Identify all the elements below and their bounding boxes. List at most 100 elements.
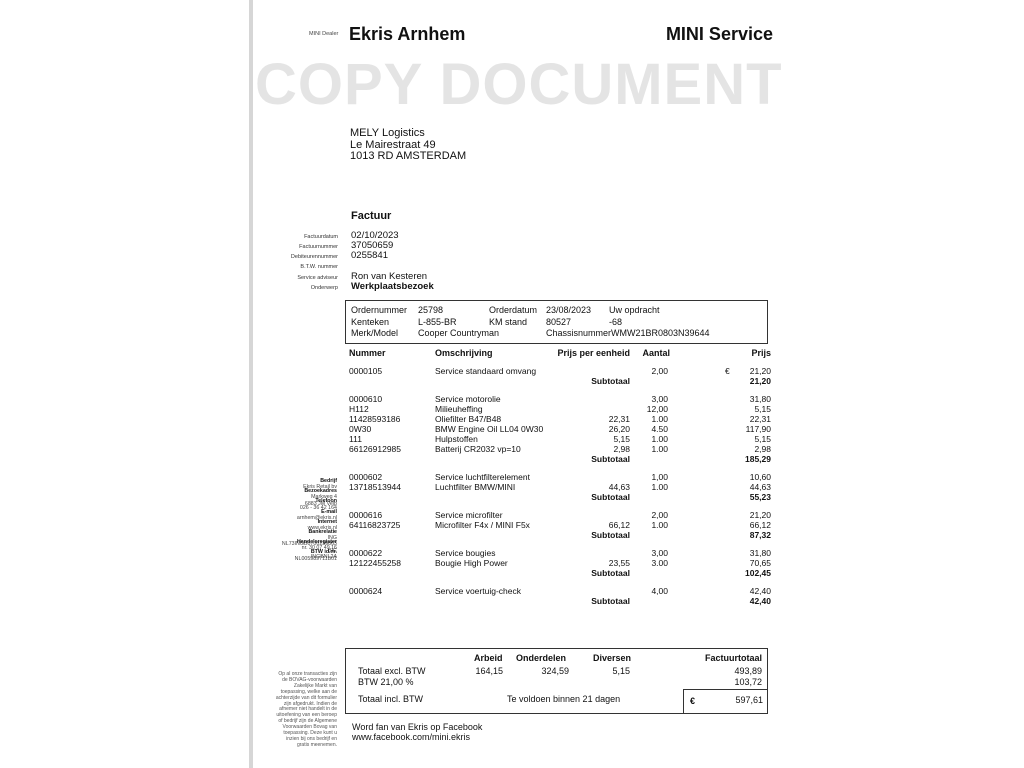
meta-value: 02/10/2023 [351, 230, 399, 241]
facebook-link[interactable]: www.facebook.com/mini.ekris [352, 732, 471, 742]
table-row: 0000616 Service microfilter 2,00 21,20 [349, 510, 771, 520]
item-description: Milieuheffing [435, 404, 483, 414]
item-number: 0000105 [349, 366, 383, 376]
item-number: 0000616 [349, 510, 383, 520]
item-group: 0000105 Service standaard omvang 2,00 21,20… [349, 366, 771, 386]
table-row: 13718513944 Luchtfilter BMW/MINI 44,63 1.00… [349, 482, 771, 492]
subtotal-value: 87,32 [749, 530, 771, 540]
meta-value: 0255841 [351, 250, 388, 261]
subtotal-row: Subtotaal 185,29 [349, 454, 771, 464]
meta-value: Ron van Kesteren [351, 271, 428, 282]
info-title: Bezoekadres [304, 488, 337, 495]
company-info-group: BTW id.nr. NL005989711B01 [257, 549, 337, 561]
item-quantity: 3,00 [651, 548, 668, 558]
info-line: NL73INGB0700239863 [281, 541, 337, 548]
item-group: 0000624 Service voertuig-check 4,00 42,40 Su… [349, 586, 771, 606]
item-quantity: 1.00 [651, 414, 668, 424]
dealer-name: Ekris Arnhem [349, 24, 466, 44]
item-quantity: 3,00 [651, 394, 668, 404]
subtotal-value: 42,40 [749, 596, 771, 606]
brand-title: MINI Service [665, 24, 773, 44]
info-title: BTW id.nr. [310, 549, 337, 556]
order-value: 80527 [546, 316, 572, 327]
order-row: Ordernummer 25798 Orderdatum 23/08/2023 … [346, 305, 767, 317]
col-nummer: Nummer [349, 348, 386, 358]
info-line: Ekris Retail bv [303, 484, 337, 491]
company-info: Bedrijf Ekris Retail bv Bezoekadres Markweg… [257, 478, 337, 562]
item-number: 66126912985 [349, 444, 402, 454]
meta-value: Werkplaatsbezoek [351, 281, 434, 292]
totals-box: Arbeid Onderdelen Diversen Factuurtotaal… [345, 648, 768, 714]
item-number: 0W30 [349, 424, 372, 434]
item-description: Service voertuig-check [435, 586, 521, 596]
item-number: 13718513944 [349, 482, 402, 492]
info-line: arnhem@ekris.nl [296, 514, 337, 521]
item-description: Oliefilter B47/B48 [435, 414, 502, 424]
meta-label: Onderwerp [310, 285, 338, 291]
subtotal-label: Subtotaal [591, 454, 630, 464]
info-title: Bedrijf [320, 478, 337, 484]
excl-label: Totaal excl. BTW [358, 666, 426, 676]
info-line: ING [327, 535, 337, 542]
subtotal-label: Subtotaal [591, 596, 630, 606]
item-price: 22,31 [749, 414, 771, 424]
subtotal-label: Subtotaal [591, 376, 630, 386]
subtotal-row: Subtotaal 42,40 [349, 596, 771, 606]
item-number: 12122455258 [349, 558, 402, 568]
info-title: E-mail [321, 508, 337, 515]
meta-value: 37050659 [351, 240, 394, 251]
recipient-address: MELY Logistics Le Mairestraat 49 1013 RD… [350, 127, 467, 163]
company-info-group: Telefoon 026 - 36 42 164 [257, 498, 337, 510]
item-unit-price: 5,15 [613, 434, 630, 444]
doc-title: Factuur [351, 210, 392, 222]
order-value: WMW21BR0803N39644 [611, 328, 710, 338]
order-value: 23/08/2023 [546, 305, 592, 315]
meta-label: Factuurdatum [304, 234, 338, 240]
arbeid-value: 164,15 [475, 666, 503, 676]
item-unit-price: 44,63 [608, 482, 630, 492]
company-info-group: Bezoekadres Markweg 4 6883 JM Velp [257, 488, 337, 506]
order-label: KM stand [489, 316, 528, 327]
item-unit-price: 23,55 [608, 558, 630, 568]
item-number: 111 [349, 434, 362, 444]
meta-label: B.T.W. nummer [300, 264, 338, 270]
items-header: Nummer Omschrijving Prijs per eenheid Aa… [349, 348, 771, 359]
item-number: 0000622 [349, 548, 383, 558]
item-quantity: 3.00 [651, 558, 668, 568]
item-quantity: 12,00 [646, 404, 668, 414]
info-title: Handelsregister [296, 539, 337, 546]
item-number: 0000624 [349, 586, 383, 596]
order-label: Kenteken [351, 316, 390, 327]
item-quantity: 2,00 [651, 366, 668, 376]
item-description: Bougie High Power [435, 558, 508, 568]
item-price: 5,15 [754, 404, 771, 414]
table-row: 64116823725 Microfilter F4x / MINI F5x 66,… [349, 520, 771, 530]
item-unit-price: 22,31 [608, 414, 630, 424]
meta-label: Service adviseur [297, 275, 338, 281]
onderdelen-label: Onderdelen [516, 653, 567, 663]
info-line: INGBNL2A [310, 553, 337, 560]
item-group: 0000610 Service motorolie 3,00 31,80 H112 Mil… [349, 394, 771, 464]
subtotal-value: 55,23 [749, 492, 771, 502]
item-number: 64116823725 [349, 520, 401, 530]
table-row: 66126912985 Batterij CR2032 vp=10 2,98 1.00… [349, 444, 771, 454]
address-line: Le Mairestraat 49 [350, 138, 436, 151]
info-line: 026 - 36 42 164 [299, 504, 337, 511]
diversen-value: 5,15 [612, 666, 630, 676]
onderdelen-value: 324,59 [541, 666, 569, 676]
company-info-group: Internet www.ekris.nl [257, 519, 337, 531]
item-quantity: 4.50 [651, 424, 668, 434]
company-info-group: Handelsregister nr. 30 07 49 16 [257, 539, 337, 551]
address-line: 1013 RD AMSTERDAM [350, 150, 467, 162]
diversen-label: Diversen [593, 653, 632, 663]
order-label: Uw opdracht [609, 305, 660, 315]
incl-label: Totaal incl. BTW [358, 694, 424, 704]
col-prijs-eenheid: Prijs per eenheid [557, 348, 630, 358]
info-line: BIC [328, 547, 337, 554]
table-row: 12122455258 Bougie High Power 23,55 3.00 70,… [349, 558, 771, 568]
order-label: Orderdatum [489, 305, 538, 315]
item-quantity: 2,00 [651, 510, 668, 520]
btw-value: 103,72 [734, 677, 762, 687]
item-number: H112 [349, 404, 369, 414]
item-unit-price: 66,12 [608, 520, 630, 530]
